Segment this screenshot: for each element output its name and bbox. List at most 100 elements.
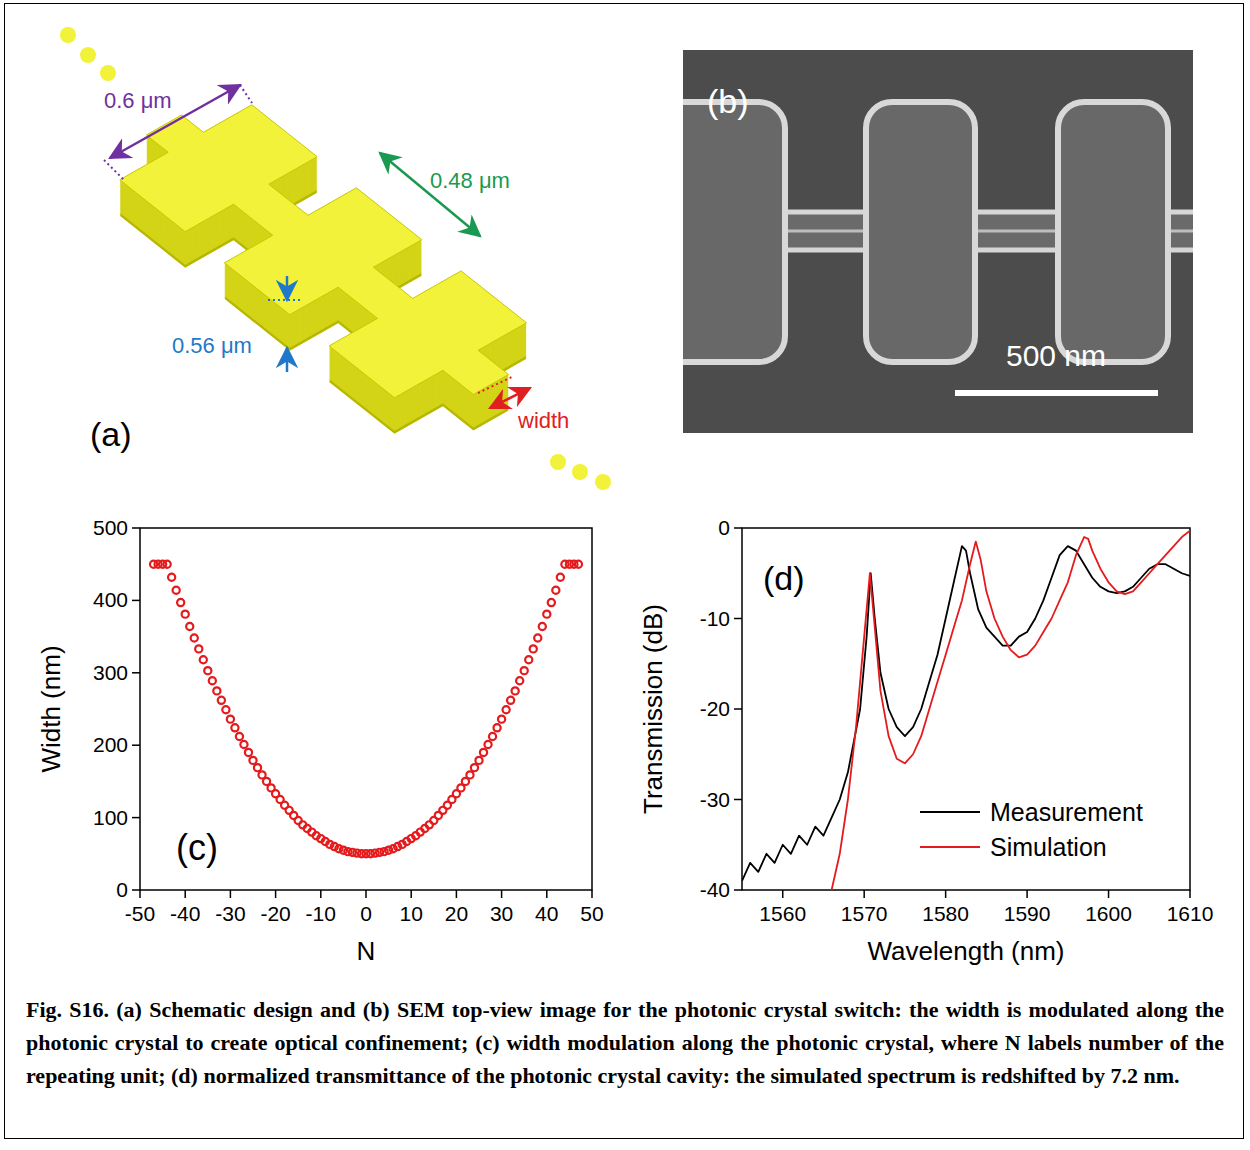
axes: -50-40-30-20-100102030405001002003004005… bbox=[36, 516, 604, 966]
continuation-dot bbox=[550, 454, 566, 470]
data-point bbox=[475, 757, 482, 764]
x-tick-label: 20 bbox=[445, 902, 468, 925]
x-axis-title: N bbox=[357, 936, 376, 966]
data-point bbox=[521, 667, 528, 674]
panel-label: (b) bbox=[707, 82, 749, 120]
data-point bbox=[539, 623, 546, 630]
continuation-dot bbox=[100, 65, 116, 81]
x-tick-label: 0 bbox=[360, 902, 372, 925]
y-tick bbox=[132, 600, 140, 602]
x-tick bbox=[1026, 890, 1028, 898]
panel-label: (c) bbox=[176, 827, 218, 868]
data-point bbox=[164, 561, 171, 568]
x-tick bbox=[1189, 890, 1191, 898]
data-point bbox=[231, 724, 238, 731]
y-tick-label: -10 bbox=[700, 607, 730, 630]
y-axis-title: Width (nm) bbox=[36, 645, 66, 772]
x-tick bbox=[320, 890, 322, 898]
sem-block bbox=[683, 102, 785, 362]
x-tick bbox=[456, 890, 458, 898]
data-point bbox=[182, 611, 189, 618]
extension-line bbox=[240, 85, 252, 103]
panel-label: (d) bbox=[763, 559, 805, 597]
x-tick bbox=[546, 890, 548, 898]
x-tick bbox=[782, 890, 784, 898]
x-tick-label: 1590 bbox=[1004, 902, 1051, 925]
schematic: 0.6 μm0.48 μm0.56 μmwidth(a) bbox=[60, 27, 611, 490]
legend-swatch bbox=[920, 846, 980, 848]
y-tick-label: 500 bbox=[93, 516, 128, 539]
continuation-dot bbox=[572, 464, 588, 480]
data-point bbox=[200, 656, 207, 663]
y-tick bbox=[734, 799, 742, 801]
caption: Fig. S16. (a) Schematic design and (b) S… bbox=[26, 993, 1224, 1092]
data-point bbox=[218, 697, 225, 704]
sem-block bbox=[866, 102, 975, 362]
data-line bbox=[742, 546, 1190, 881]
continuation-dot bbox=[595, 474, 611, 490]
waveguide-side bbox=[120, 106, 527, 399]
scale-bar bbox=[955, 390, 1158, 396]
x-tick bbox=[184, 890, 186, 898]
x-tick bbox=[230, 890, 232, 898]
y-tick-label: -40 bbox=[700, 878, 730, 901]
x-tick bbox=[365, 890, 367, 898]
data-point bbox=[548, 599, 555, 606]
extension-line bbox=[268, 299, 300, 301]
x-tick-label: -10 bbox=[306, 902, 336, 925]
data-point bbox=[227, 716, 234, 723]
plot-data bbox=[150, 561, 582, 858]
y-tick bbox=[734, 708, 742, 710]
y-tick-label: -30 bbox=[700, 788, 730, 811]
y-tick-label: 200 bbox=[93, 733, 128, 756]
y-axis-title: Transmission (dB) bbox=[638, 604, 668, 814]
data-point bbox=[484, 741, 491, 748]
y-tick-label: -20 bbox=[700, 697, 730, 720]
data-point bbox=[249, 757, 256, 764]
x-tick-label: 10 bbox=[400, 902, 423, 925]
dimension-label: 0.6 μm bbox=[104, 88, 172, 113]
y-tick bbox=[132, 889, 140, 891]
y-tick bbox=[734, 618, 742, 620]
legend-label: Measurement bbox=[990, 798, 1143, 826]
x-tick-label: 40 bbox=[535, 902, 558, 925]
plot-data bbox=[742, 531, 1190, 890]
x-tick bbox=[275, 890, 277, 898]
data-point bbox=[516, 677, 523, 684]
data-point bbox=[168, 574, 175, 581]
data-point bbox=[222, 706, 229, 713]
figure: 0.6 μm0.48 μm0.56 μmwidth(a)500 nm(b)-50… bbox=[0, 0, 1250, 1150]
data-point bbox=[209, 677, 216, 684]
data-point bbox=[493, 724, 500, 731]
data-point bbox=[466, 771, 473, 778]
data-point bbox=[191, 634, 198, 641]
data-point bbox=[245, 749, 252, 756]
extension-line bbox=[478, 376, 514, 393]
x-tick-label: 1610 bbox=[1167, 902, 1214, 925]
x-tick bbox=[591, 890, 593, 898]
x-tick-label: -40 bbox=[170, 902, 200, 925]
data-point bbox=[503, 706, 510, 713]
data-point bbox=[575, 561, 582, 568]
x-tick bbox=[945, 890, 947, 898]
data-point bbox=[480, 749, 487, 756]
data-point bbox=[489, 733, 496, 740]
y-tick-label: 0 bbox=[116, 878, 128, 901]
continuation-dot bbox=[80, 47, 96, 63]
x-tick bbox=[139, 890, 141, 898]
y-tick bbox=[132, 527, 140, 529]
data-point bbox=[525, 656, 532, 663]
axes: 156015701580159016001610-40-30-20-100Wav… bbox=[638, 516, 1213, 966]
dimension-label: width bbox=[517, 408, 569, 433]
data-point bbox=[552, 587, 559, 594]
sem-image bbox=[683, 50, 1193, 433]
data-point bbox=[498, 716, 505, 723]
waveguide-top bbox=[120, 105, 527, 398]
sem-block bbox=[1058, 102, 1168, 362]
panel-label: (a) bbox=[90, 415, 132, 453]
x-tick-label: 1580 bbox=[922, 902, 969, 925]
data-point bbox=[236, 733, 243, 740]
data-point bbox=[204, 667, 211, 674]
y-tick bbox=[734, 527, 742, 529]
data-point bbox=[543, 611, 550, 618]
